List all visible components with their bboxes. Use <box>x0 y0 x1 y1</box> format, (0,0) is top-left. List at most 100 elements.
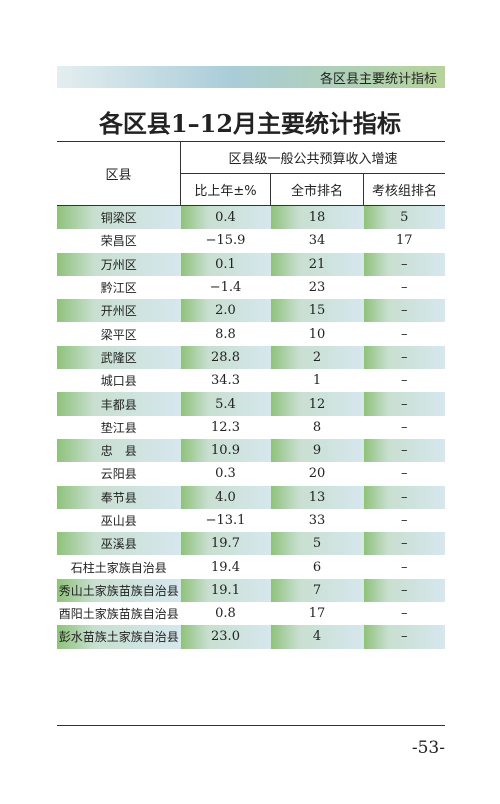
change: −15.9 <box>205 233 246 249</box>
column-header: 考核组排名 <box>363 173 445 206</box>
district: 武隆区 <box>57 345 181 370</box>
table-row: 梁平区 8.8 10 – <box>57 322 445 345</box>
rank: 1 <box>312 373 322 389</box>
table-row: 奉节县 4.0 13– <box>57 485 445 509</box>
table-row: 铜梁区 0.4 18 5 <box>57 205 445 230</box>
district: 垫江县 <box>100 420 137 435</box>
district: 万州区 <box>57 252 181 276</box>
table-row: 巫溪县 19.7 5– <box>57 532 445 556</box>
change: 12.3 <box>211 419 240 435</box>
column-header: 区县 <box>57 141 181 206</box>
table-row: 万州区 0.1 21– <box>57 252 445 276</box>
group-rank: – <box>363 532 445 556</box>
rank: 13 <box>270 485 364 509</box>
group-rank: – <box>363 578 445 603</box>
stats-table: 区县 区县级一般公共预算收入增速 比上年±% 全市排名 考核组排名 铜梁区 0.4 18 5… <box>57 141 445 649</box>
district: 丰都县 <box>57 392 181 416</box>
change: 23.0 <box>180 625 271 649</box>
page-number: -53- <box>411 738 445 758</box>
district: 忠 县 <box>57 438 181 463</box>
rank: 5 <box>270 532 364 556</box>
rank: 33 <box>308 513 326 528</box>
change: 19.4 <box>211 559 240 575</box>
group-rank: – <box>363 625 445 649</box>
table-row: 垫江县 12.3 8 – <box>57 416 445 439</box>
district: 巫溪县 <box>57 532 181 556</box>
district: 彭水苗族土家族自治县 <box>57 625 181 649</box>
rank: 23 <box>308 280 326 296</box>
group-rank: 5 <box>363 205 445 230</box>
group-rank: – <box>401 280 408 296</box>
group-rank: – <box>401 373 408 389</box>
change: 8.8 <box>215 326 236 342</box>
section-banner: 各区县主要统计指标 <box>57 66 445 88</box>
district: 云阳县 <box>100 467 137 482</box>
change: −1.4 <box>209 280 242 296</box>
rank: 17 <box>308 606 326 622</box>
table-row: 云阳县 0.3 20 – <box>57 462 445 485</box>
table-row: 黔江区 −1.4 23 – <box>57 276 445 299</box>
district: 黔江区 <box>100 281 137 296</box>
rank: 4 <box>270 625 364 649</box>
change: 2.0 <box>180 299 271 323</box>
group-rank: – <box>363 438 445 463</box>
column-group-header: 区县级一般公共预算收入增速 <box>180 141 445 174</box>
rank: 6 <box>312 559 322 575</box>
change: 5.4 <box>180 392 271 416</box>
table-row: 荣昌区 −15.9 34 17 <box>57 229 445 252</box>
change: 4.0 <box>180 485 271 509</box>
table-row: 武隆区 28.8 2– <box>57 345 445 370</box>
group-rank: – <box>363 252 445 276</box>
change: 0.8 <box>215 606 236 622</box>
section-label: 各区县主要统计指标 <box>319 72 437 87</box>
district: 巫山县 <box>100 514 137 528</box>
rank: 10 <box>308 326 326 342</box>
table-row: 秀山土家族苗族自治县 19.1 7– <box>57 578 445 603</box>
rank: 2 <box>270 345 364 370</box>
rank: 7 <box>270 578 364 603</box>
district: 荣昌区 <box>100 234 137 249</box>
group-rank: – <box>401 559 408 575</box>
district: 城口县 <box>100 374 137 389</box>
table-row: 石柱土家族自治县 19.4 6 – <box>57 555 445 578</box>
rank: 21 <box>270 252 364 276</box>
district: 酉阳土家族苗族自治县 <box>58 607 179 622</box>
change: 0.1 <box>180 252 271 276</box>
district: 铜梁区 <box>57 205 181 230</box>
change: 28.8 <box>180 345 271 370</box>
district: 石柱土家族自治县 <box>70 560 167 575</box>
change: −13.1 <box>205 513 246 528</box>
group-rank: – <box>363 392 445 416</box>
group-rank: – <box>363 345 445 370</box>
footer-rule <box>57 725 445 726</box>
district: 奉节县 <box>57 485 181 509</box>
change: 0.3 <box>215 466 236 482</box>
change: 19.1 <box>180 578 271 603</box>
change: 0.4 <box>180 205 271 230</box>
group-rank: – <box>401 466 408 482</box>
group-rank: – <box>363 299 445 323</box>
table-row: 丰都县 5.4 12– <box>57 392 445 416</box>
group-rank: – <box>401 326 408 342</box>
group-rank: – <box>401 419 408 435</box>
district: 秀山土家族苗族自治县 <box>57 578 181 603</box>
column-header: 比上年±% <box>180 173 271 206</box>
rank: 8 <box>312 419 322 435</box>
table-row: 酉阳土家族苗族自治县 0.8 17 – <box>57 602 445 625</box>
table-row: 忠 县 10.9 9– <box>57 438 445 463</box>
rank: 20 <box>308 466 326 482</box>
table-row: 彭水苗族土家族自治县 23.0 4– <box>57 625 445 649</box>
rank: 18 <box>270 205 364 230</box>
group-rank: 17 <box>395 233 413 249</box>
group-rank: – <box>401 513 408 528</box>
rank: 15 <box>270 299 364 323</box>
table-row: 巫山县 −13.1 33 – <box>57 509 445 532</box>
district: 梁平区 <box>100 327 137 342</box>
district: 开州区 <box>57 299 181 323</box>
change: 34.3 <box>211 373 240 389</box>
page-title: 各区县1–12月主要统计指标 <box>98 109 402 138</box>
rank: 34 <box>308 233 326 249</box>
group-rank: – <box>363 485 445 509</box>
change: 10.9 <box>180 438 271 463</box>
